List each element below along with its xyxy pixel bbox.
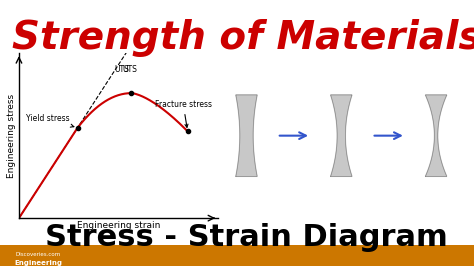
X-axis label: Engineering strain: Engineering strain bbox=[77, 221, 160, 230]
Text: Yield stress: Yield stress bbox=[26, 114, 74, 127]
Text: Strength of Materials: Strength of Materials bbox=[12, 19, 474, 57]
Text: UTS: UTS bbox=[122, 65, 137, 74]
Text: Stress - Strain Diagram: Stress - Strain Diagram bbox=[45, 223, 448, 252]
Polygon shape bbox=[331, 95, 352, 176]
Polygon shape bbox=[426, 95, 447, 176]
Text: Fracture stress: Fracture stress bbox=[155, 100, 212, 127]
Y-axis label: Engineering stress: Engineering stress bbox=[7, 94, 16, 178]
Polygon shape bbox=[236, 95, 257, 176]
Text: UTS: UTS bbox=[115, 65, 129, 74]
Text: Discoveries.com: Discoveries.com bbox=[15, 252, 61, 257]
Text: Engineering: Engineering bbox=[14, 260, 62, 266]
